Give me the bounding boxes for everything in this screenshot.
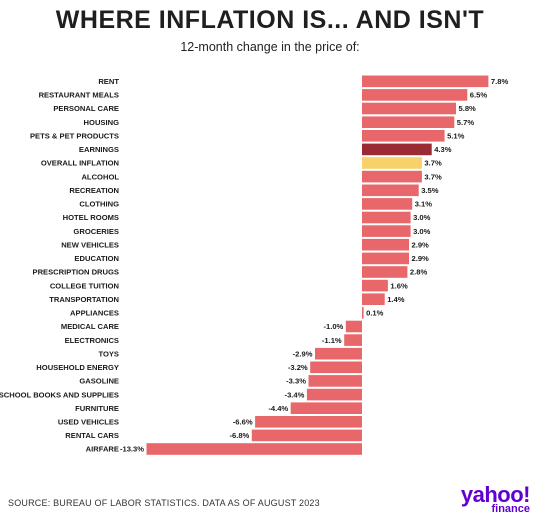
value-label-groceries: 3.0% [413, 227, 431, 236]
value-label-pets-and-pet-products: 5.1% [447, 132, 465, 141]
category-label-school-books-and-supplies: SCHOOL BOOKS AND SUPPLIES [0, 390, 119, 399]
value-label-clothing: 3.1% [415, 200, 433, 209]
category-label-appliances: APPLIANCES [70, 309, 119, 318]
category-label-new-vehicles: NEW VEHICLES [61, 240, 119, 249]
category-label-rental-cars: RENTAL CARS [65, 431, 119, 440]
bar-furniture [290, 402, 362, 414]
value-label-transportation: 1.4% [387, 295, 405, 304]
logo-wordmark: yahoo! [460, 482, 531, 507]
category-label-personal-care: PERSONAL CARE [53, 104, 119, 113]
value-label-medical-care: -1.0% [323, 322, 343, 331]
value-label-education: 2.9% [412, 254, 430, 263]
value-label-recreation: 3.5% [421, 186, 439, 195]
bar-transportation [362, 293, 385, 305]
category-label-hotel-rooms: HOTEL ROOMS [63, 213, 119, 222]
bar-new-vehicles [362, 238, 409, 251]
value-label-electronics: -1.1% [322, 336, 342, 345]
category-label-medical-care: MEDICAL CARE [61, 322, 119, 331]
bar-clothing [362, 198, 413, 210]
bar-housing [362, 116, 455, 128]
category-label-airfare: AIRFARE [86, 445, 119, 454]
chart-title: WHERE INFLATION IS... AND ISN'T [55, 6, 485, 34]
bar-rent [362, 75, 489, 88]
value-label-toys: -2.9% [293, 349, 313, 358]
bar-recreation [362, 184, 419, 197]
bar-medical-care [345, 320, 362, 333]
bar-prescription-drugs [362, 266, 408, 278]
logo-subtitle: finance [491, 503, 530, 515]
category-label-furniture: FURNITURE [75, 404, 119, 413]
value-label-used-vehicles: -6.6% [233, 418, 253, 427]
value-label-overall-inflation: 3.7% [424, 159, 442, 168]
value-label-rent: 7.8% [491, 77, 509, 86]
bar-school-books-and-supplies [306, 388, 362, 401]
category-label-prescription-drugs: PRESCRIPTION DRUGS [33, 268, 120, 277]
category-label-clothing: CLOTHING [79, 200, 119, 209]
bar-airfare [146, 443, 362, 455]
chart-subtitle: 12-month change in the price of: [180, 40, 360, 54]
bar-education [362, 252, 409, 265]
bar-hotel-rooms [362, 211, 411, 224]
bar-gasoline [308, 375, 362, 387]
bar-electronics [344, 334, 362, 346]
category-label-groceries: GROCERIES [73, 227, 119, 236]
bar-household-energy [310, 361, 362, 374]
bar-alcohol [362, 170, 422, 183]
value-label-new-vehicles: 2.9% [412, 240, 430, 249]
bar-overall-inflation [362, 157, 422, 169]
value-label-restaurant-meals: 6.5% [470, 91, 488, 100]
value-label-rental-cars: -6.8% [229, 431, 249, 440]
category-label-rent: RENT [98, 77, 119, 86]
category-label-recreation: RECREATION [69, 186, 119, 195]
value-label-prescription-drugs: 2.8% [410, 268, 428, 277]
bar-college-tuition [362, 279, 388, 292]
bar-rental-cars [251, 429, 362, 442]
value-label-alcohol: 3.7% [424, 172, 442, 181]
bar-used-vehicles [255, 416, 362, 428]
category-label-education: EDUCATION [74, 254, 119, 263]
value-label-school-books-and-supplies: -3.4% [285, 390, 305, 399]
value-label-hotel-rooms: 3.0% [413, 213, 431, 222]
value-label-housing: 5.7% [457, 118, 475, 127]
value-label-earnings: 4.3% [434, 145, 452, 154]
category-label-housing: HOUSING [84, 118, 120, 127]
category-label-gasoline: GASOLINE [79, 377, 119, 386]
category-label-alcohol: ALCOHOL [81, 172, 119, 181]
value-label-gasoline: -3.3% [286, 377, 306, 386]
category-label-restaurant-meals: RESTAURANT MEALS [39, 91, 119, 100]
category-label-earnings: EARNINGS [79, 145, 119, 154]
category-label-pets-and-pet-products: PETS & PET PRODUCTS [30, 132, 119, 141]
bar-restaurant-meals [362, 89, 468, 101]
category-label-toys: TOYS [98, 349, 119, 358]
value-label-appliances: 0.1% [366, 309, 384, 318]
bar-toys [315, 347, 362, 360]
bar-groceries [362, 225, 411, 237]
category-label-household-energy: HOUSEHOLD ENERGY [36, 363, 119, 372]
value-label-household-energy: -3.2% [288, 363, 308, 372]
value-label-furniture: -4.4% [268, 404, 288, 413]
value-label-personal-care: 5.8% [459, 104, 477, 113]
category-label-electronics: ELECTRONICS [65, 336, 119, 345]
yahoo-finance-logo: yahoo! finance [450, 482, 531, 515]
bar-pets-and-pet-products [362, 130, 445, 142]
category-label-used-vehicles: USED VEHICLES [58, 418, 119, 427]
bar-personal-care [362, 102, 456, 115]
value-label-college-tuition: 1.6% [390, 281, 408, 290]
source-note: SOURCE: BUREAU OF LABOR STATISTICS. DATA… [8, 498, 320, 508]
category-label-college-tuition: COLLEGE TUITION [50, 281, 119, 290]
bar-appliances [362, 307, 364, 319]
bar-earnings [362, 143, 432, 156]
category-label-overall-inflation: OVERALL INFLATION [41, 159, 119, 168]
category-label-transportation: TRANSPORTATION [49, 295, 119, 304]
value-label-airfare: -13.3% [120, 445, 144, 454]
